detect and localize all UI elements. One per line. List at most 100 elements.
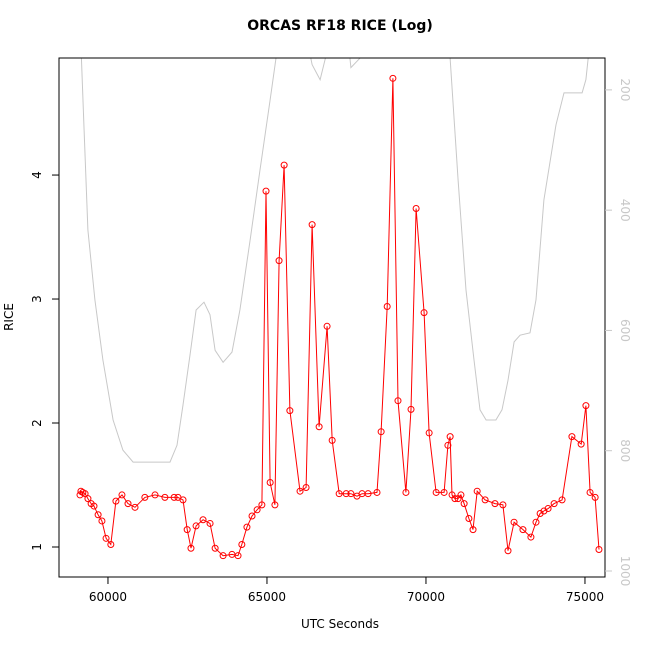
data-point <box>440 488 448 496</box>
plot-area <box>76 58 603 560</box>
data-point <box>102 534 110 542</box>
data-point <box>373 488 381 496</box>
data-point <box>364 490 372 498</box>
data-point <box>577 440 585 448</box>
y2-tick-label: 600 <box>618 319 632 342</box>
data-point <box>347 490 355 498</box>
data-point <box>469 526 477 534</box>
data-point <box>394 397 402 405</box>
data-point <box>286 407 294 415</box>
data-point <box>499 501 507 509</box>
data-point <box>473 487 481 495</box>
y-axis-label: RICE <box>2 303 16 331</box>
data-point <box>253 506 261 514</box>
data-point <box>179 496 187 504</box>
data-point <box>510 518 518 526</box>
y2-tick-label: 400 <box>618 199 632 222</box>
data-point <box>302 483 310 491</box>
x-tick-label: 75000 <box>566 590 604 604</box>
data-point <box>383 302 391 310</box>
data-point <box>84 495 92 503</box>
data-point <box>90 502 98 510</box>
data-point <box>457 491 465 499</box>
data-point <box>432 488 440 496</box>
data-point <box>151 491 159 499</box>
data-point <box>94 511 102 519</box>
y2-tick-label: 200 <box>618 78 632 101</box>
data-point <box>504 547 512 555</box>
data-point <box>446 433 454 441</box>
data-point <box>183 526 191 534</box>
x-tick-label: 60000 <box>89 590 127 604</box>
data-point <box>211 544 219 552</box>
data-point <box>219 552 227 560</box>
series-line <box>79 78 600 557</box>
data-point <box>234 552 242 560</box>
series-line <box>80 58 589 463</box>
data-point <box>519 526 527 534</box>
plot-box <box>58 57 606 578</box>
x-tick-label: 65000 <box>248 590 286 604</box>
data-point <box>407 405 415 413</box>
data-point <box>586 488 594 496</box>
y2-tick-label: 800 <box>618 439 632 462</box>
data-point <box>377 428 385 436</box>
data-point <box>98 517 106 525</box>
data-point <box>335 490 343 498</box>
data-point <box>275 257 283 265</box>
data-point <box>323 322 331 330</box>
data-point <box>412 205 420 213</box>
data-point <box>582 402 590 410</box>
x-axis-label: UTC Seconds <box>301 617 379 631</box>
data-point <box>262 187 270 195</box>
data-point <box>389 74 397 82</box>
data-point <box>131 503 139 511</box>
data-point <box>550 500 558 508</box>
data-point <box>308 221 316 229</box>
x-tick-label: 70000 <box>407 590 445 604</box>
data-point <box>118 491 126 499</box>
y-tick-label: 4 <box>30 171 44 179</box>
data-point <box>243 523 251 531</box>
data-point <box>112 497 120 505</box>
data-point <box>170 493 178 501</box>
data-point <box>568 433 576 441</box>
data-point <box>161 493 169 501</box>
data-point <box>271 501 279 509</box>
data-point <box>107 541 115 549</box>
data-point <box>124 500 132 508</box>
data-point <box>481 496 489 504</box>
data-point <box>187 544 195 552</box>
data-point <box>460 500 468 508</box>
data-point <box>527 533 535 541</box>
data-point <box>192 522 200 530</box>
data-point <box>532 518 540 526</box>
data-point <box>296 487 304 495</box>
data-point <box>465 514 473 522</box>
data-point <box>266 479 274 487</box>
data-point <box>258 501 266 509</box>
data-point <box>451 495 459 503</box>
data-point <box>595 545 603 553</box>
y-tick-label: 1 <box>30 543 44 551</box>
data-point <box>238 541 246 549</box>
y-tick-label: 3 <box>30 295 44 303</box>
data-point <box>328 436 336 444</box>
data-point <box>558 496 566 504</box>
y2-tick-label: 1000 <box>618 556 632 587</box>
data-point <box>425 429 433 437</box>
data-point <box>402 488 410 496</box>
data-point <box>342 490 350 498</box>
data-point <box>444 441 452 449</box>
y-tick-label: 2 <box>30 419 44 427</box>
data-point <box>141 493 149 501</box>
data-point <box>544 505 552 513</box>
data-point <box>206 519 214 527</box>
data-point <box>491 500 499 508</box>
data-point <box>199 516 207 524</box>
data-point <box>315 423 323 431</box>
data-point <box>591 493 599 501</box>
data-point <box>248 512 256 520</box>
